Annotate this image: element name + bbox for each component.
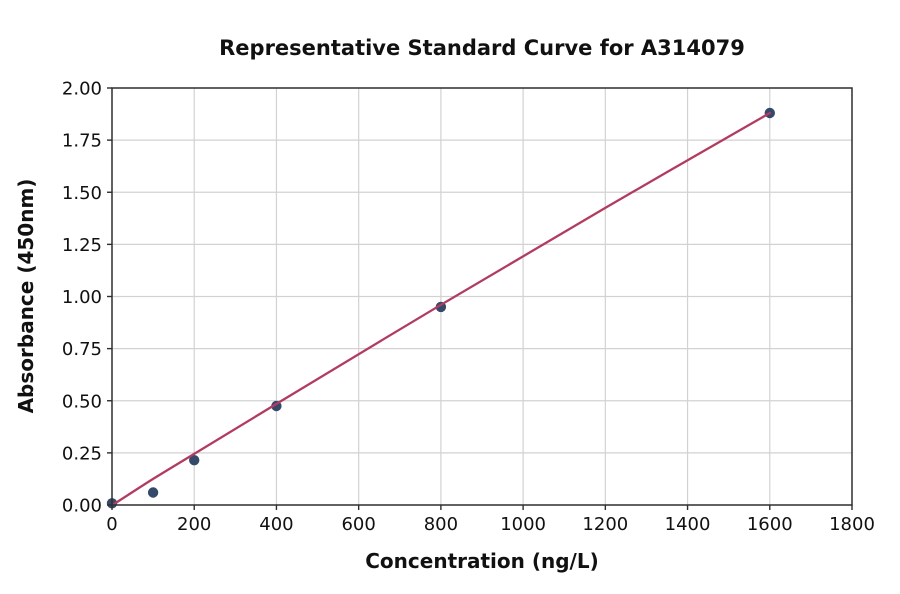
x-axis-label: Concentration (ng/L): [365, 549, 598, 573]
data-point: [189, 455, 200, 466]
y-tick-label: 1.00: [62, 287, 102, 308]
y-tick-label: 1.50: [62, 183, 102, 204]
data-point: [147, 487, 159, 498]
x-tick-label: 200: [177, 514, 211, 535]
axis-ticks: [107, 87, 853, 510]
y-tick-label: 2.00: [62, 79, 102, 100]
data-series: [106, 107, 775, 509]
y-tick-label: 0.50: [62, 391, 102, 412]
x-tick-label: 1600: [747, 514, 793, 535]
x-tick-label: 1400: [665, 514, 711, 535]
x-tick-label: 1200: [582, 514, 628, 535]
chart-title: Representative Standard Curve for A31407…: [219, 36, 745, 60]
fit-curve-line: [112, 111, 771, 506]
y-tick-label: 1.75: [62, 131, 102, 152]
x-tick-label: 800: [424, 514, 458, 535]
y-tick-label: 1.25: [62, 235, 102, 256]
x-tick-label: 1800: [829, 514, 875, 535]
x-tick-label: 600: [341, 514, 375, 535]
y-tick-label: 0.75: [62, 339, 102, 360]
y-tick-label: 0.00: [62, 496, 102, 517]
y-tick-label: 0.25: [62, 443, 102, 464]
y-axis-label: Absorbance (450nm): [14, 179, 38, 414]
x-tick-label: 400: [259, 514, 293, 535]
x-tick-label: 0: [106, 514, 117, 535]
x-tick-label: 1000: [500, 514, 546, 535]
axis-tick-labels: 0 200 400 600 800 1000 1200 1400 1600 1800 0.00 0.2…: [62, 79, 875, 536]
grid-lines: [112, 88, 852, 505]
